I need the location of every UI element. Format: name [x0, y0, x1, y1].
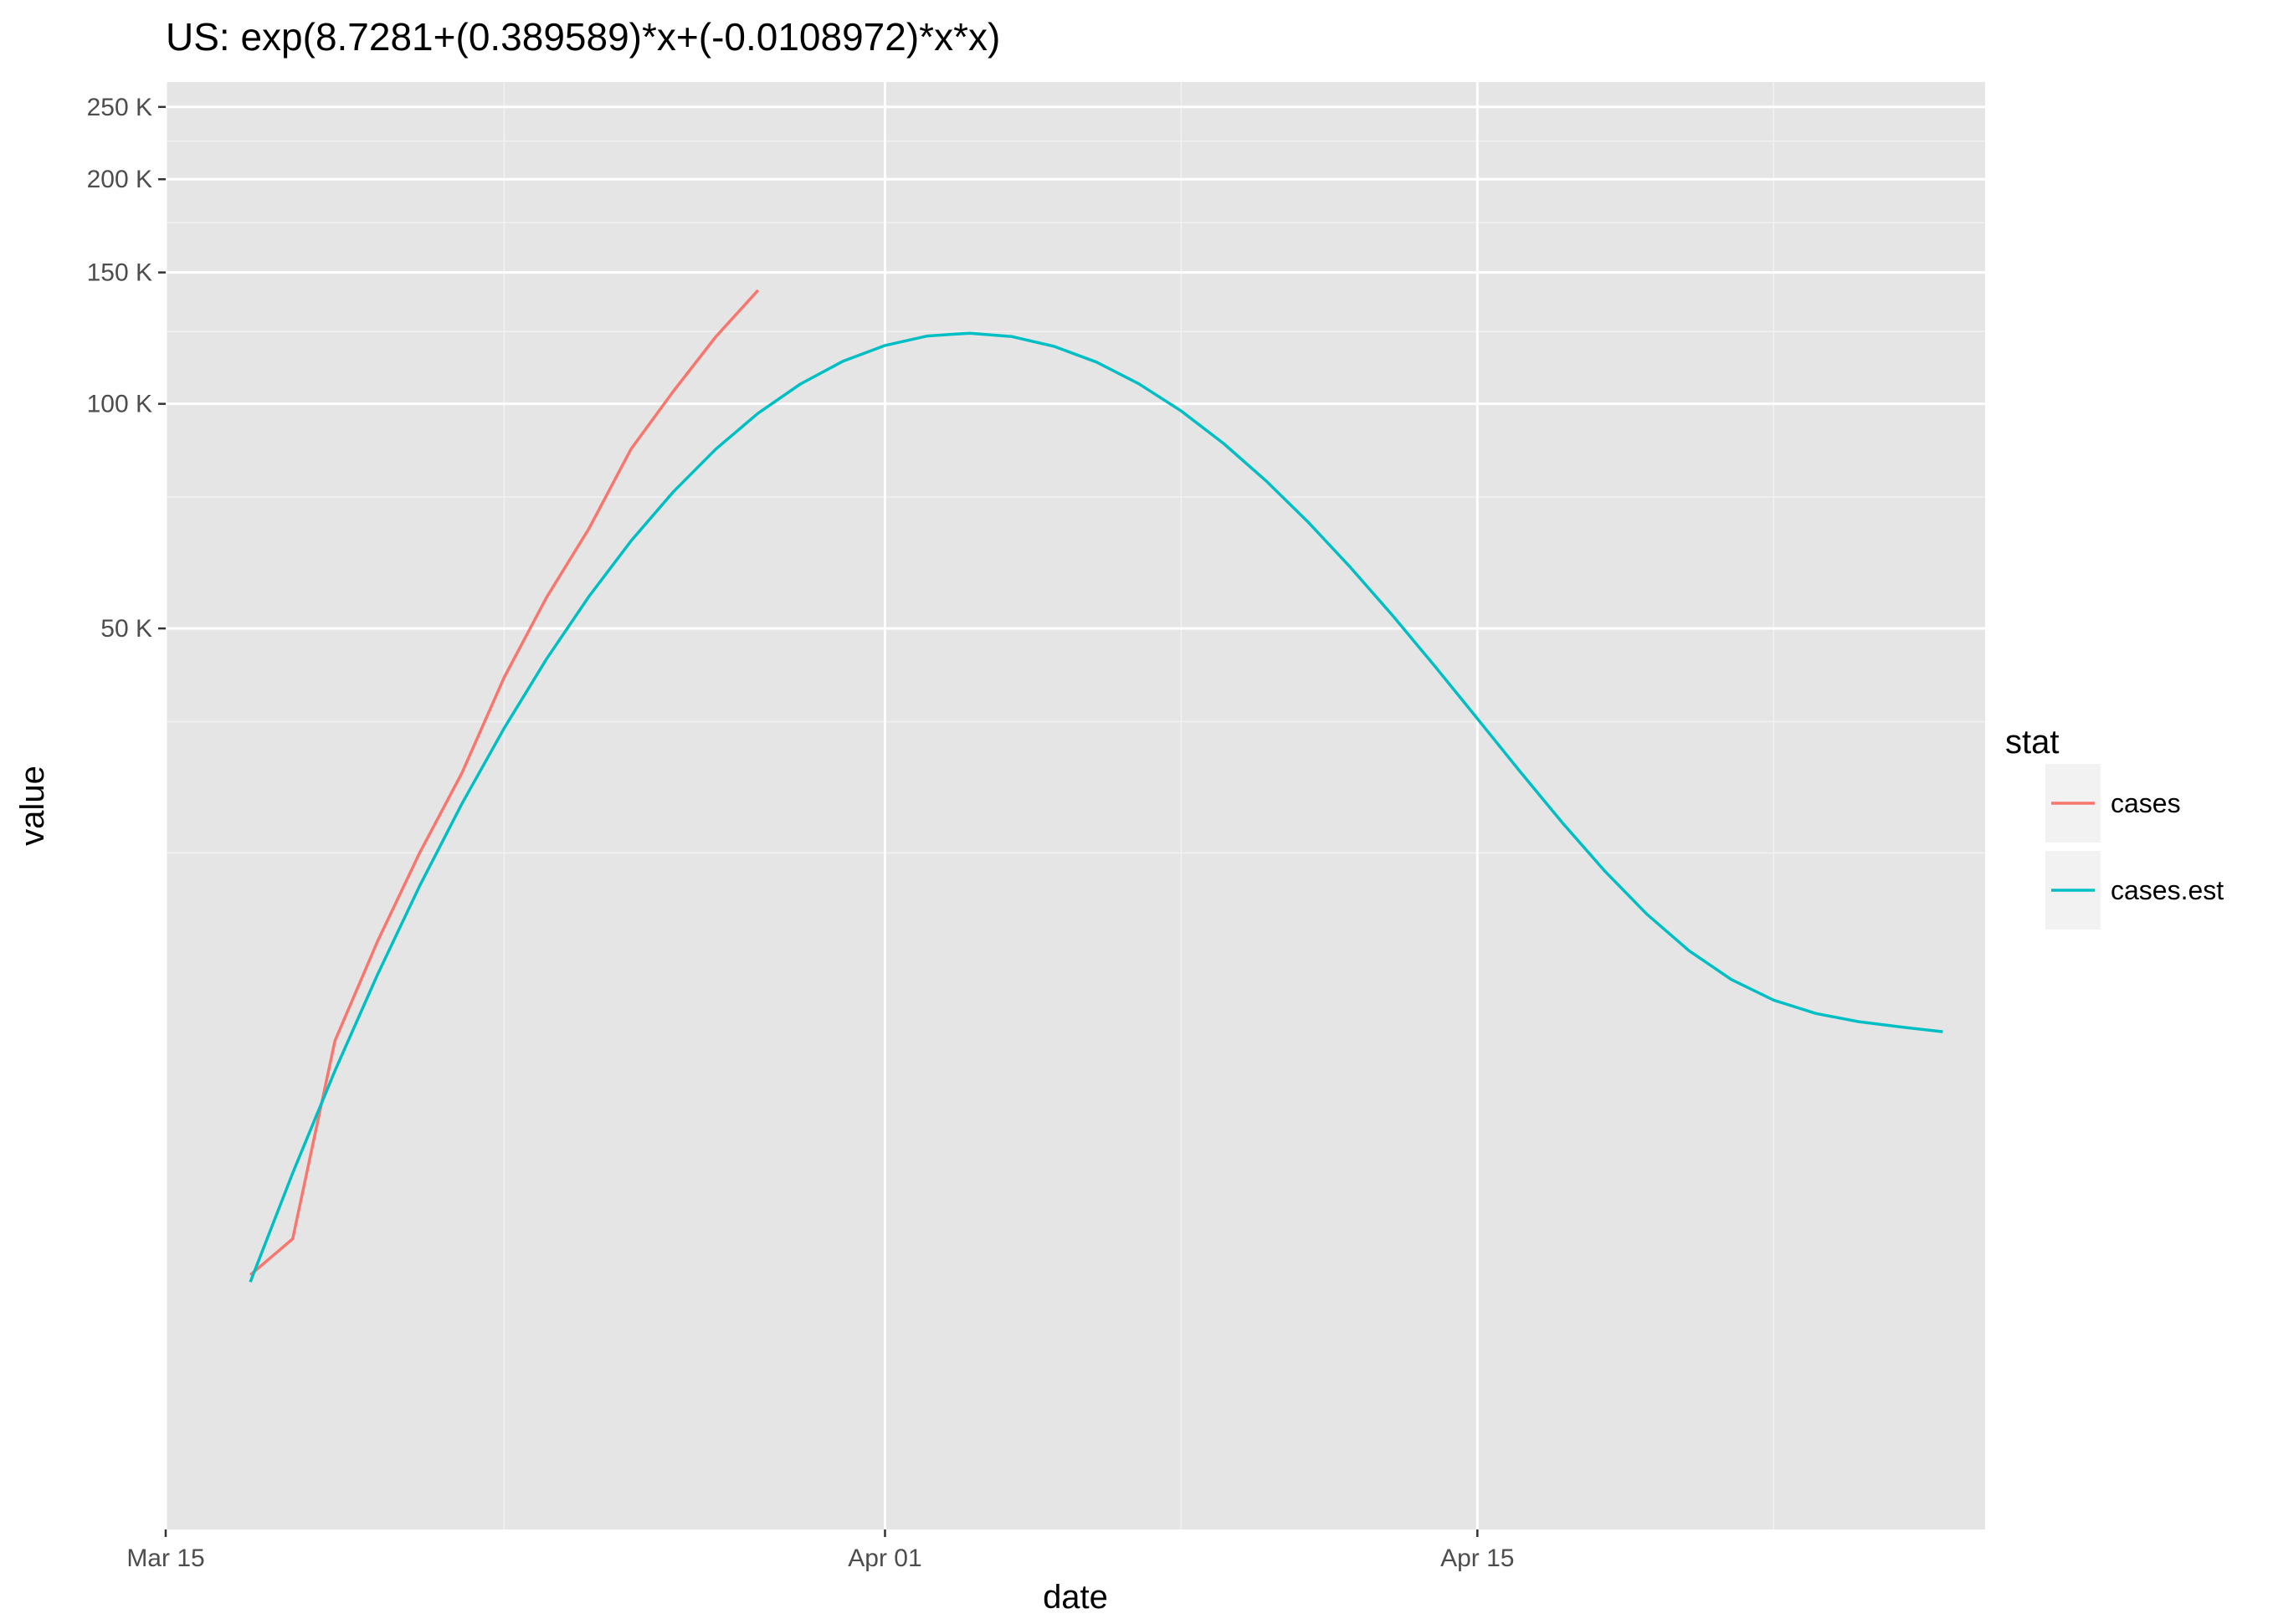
minor-gridlines	[166, 82, 1985, 1529]
x-tick-label: Apr 15	[1440, 1545, 1514, 1572]
legend-title: stat	[2005, 724, 2059, 761]
legend-item: cases	[2045, 764, 2181, 843]
y-tick-label: 150 K	[87, 259, 152, 287]
x-tick-label: Apr 01	[848, 1545, 921, 1572]
legend-items: cases cases.est	[2045, 764, 2224, 930]
series-line-cases	[249, 289, 760, 1277]
series-line-cases-est	[249, 331, 1943, 1283]
x-axis-title: date	[1043, 1579, 1108, 1616]
chart-title: US: exp(8.7281+(0.389589)*x+(-0.0108972)…	[166, 15, 1000, 59]
y-axis: 50 K 100 K 150 K 200 K 250 K	[87, 94, 166, 643]
legend-label: cases.est	[2111, 875, 2224, 905]
y-tick-label: 100 K	[87, 391, 152, 418]
series-layer	[249, 289, 1943, 1283]
y-tick-label: 200 K	[87, 166, 152, 193]
legend-item: cases.est	[2045, 851, 2224, 930]
x-axis: Mar 15 Apr 01 Apr 15	[126, 1529, 1514, 1572]
y-tick-label: 250 K	[87, 94, 152, 121]
x-tick-label: Mar 15	[126, 1545, 204, 1572]
legend-label: cases	[2111, 788, 2181, 818]
plot-panel	[166, 82, 1985, 1529]
major-gridlines	[164, 82, 1985, 1529]
y-tick-label: 50 K	[100, 615, 152, 643]
y-axis-title: value	[14, 766, 51, 846]
legend: stat cases cases.est	[2005, 724, 2224, 930]
